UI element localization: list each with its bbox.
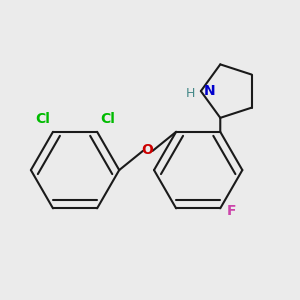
Text: N: N bbox=[204, 84, 216, 98]
Text: Cl: Cl bbox=[100, 112, 115, 127]
Text: Cl: Cl bbox=[35, 112, 50, 127]
Text: H: H bbox=[186, 87, 195, 100]
Text: F: F bbox=[227, 204, 236, 218]
Text: O: O bbox=[142, 142, 154, 157]
